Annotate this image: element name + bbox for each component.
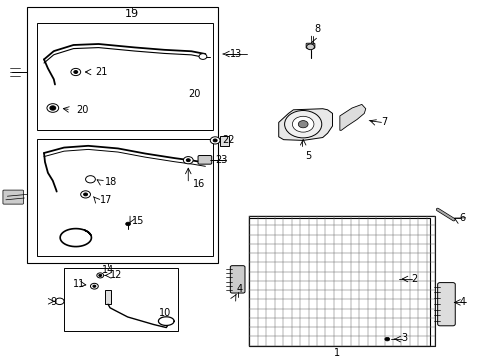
Text: 23: 23 [215,155,227,165]
Polygon shape [339,104,365,130]
Bar [27,7,217,263]
Circle shape [85,176,95,183]
Circle shape [99,274,102,276]
FancyBboxPatch shape [230,266,244,293]
Circle shape [284,111,321,138]
Circle shape [298,121,307,128]
Text: 20: 20 [188,89,200,99]
Circle shape [183,157,193,164]
Text: 15: 15 [132,216,144,226]
Text: 3: 3 [400,333,407,343]
Text: 12: 12 [110,270,122,280]
Text: 16: 16 [193,179,205,189]
Text: 20: 20 [76,105,88,115]
Text: 14: 14 [101,265,114,275]
Bar [37,23,212,130]
Circle shape [306,44,314,50]
Text: 5: 5 [305,151,310,161]
Text: 13: 13 [229,49,242,59]
Text: 21: 21 [95,67,107,77]
Circle shape [213,139,217,142]
Circle shape [90,283,98,289]
Text: 10: 10 [159,308,171,318]
Bar [37,139,212,256]
Circle shape [125,222,130,226]
Text: 9: 9 [50,297,56,307]
FancyBboxPatch shape [305,43,314,48]
Circle shape [74,71,78,73]
Circle shape [71,68,81,76]
Bar [249,218,429,346]
Circle shape [81,191,90,198]
Circle shape [97,273,103,278]
Bar [63,268,178,331]
Text: 19: 19 [125,9,139,19]
Text: 1: 1 [334,348,340,358]
Text: 6: 6 [459,213,465,223]
Bar [249,216,434,346]
Circle shape [93,285,96,287]
Bar [105,290,111,304]
Text: 22: 22 [222,135,235,145]
Text: 8: 8 [314,24,320,34]
Circle shape [83,193,87,196]
FancyBboxPatch shape [3,190,23,204]
Circle shape [210,137,220,144]
Text: 7: 7 [381,117,387,127]
Circle shape [384,337,389,341]
Text: 4: 4 [459,297,465,307]
FancyBboxPatch shape [437,283,454,326]
Text: 18: 18 [105,177,117,187]
Circle shape [55,298,64,305]
Circle shape [186,159,190,162]
Text: 4: 4 [236,284,242,294]
Polygon shape [278,109,332,140]
Circle shape [292,116,313,132]
FancyBboxPatch shape [198,156,211,164]
Circle shape [47,104,59,112]
Text: 2: 2 [410,274,416,284]
Circle shape [50,106,56,110]
Text: 11: 11 [73,279,85,289]
Text: 17: 17 [100,195,112,205]
Bar [220,136,228,146]
Circle shape [199,54,206,59]
